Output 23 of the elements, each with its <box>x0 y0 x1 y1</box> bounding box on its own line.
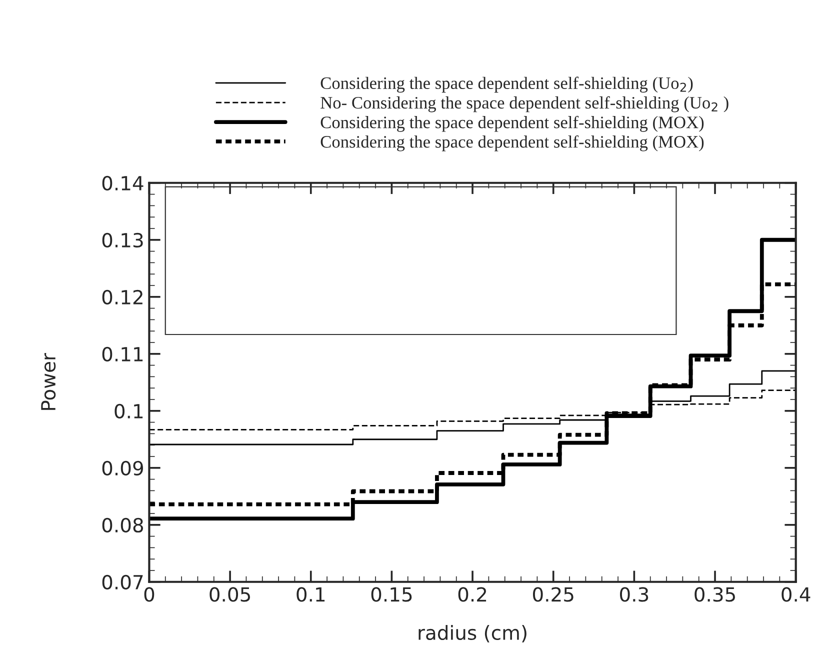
legend-label: No- Considering the space dependent self-shielding (Uo$_{2}$ ) <box>320 96 728 112</box>
y-tick-label: 0.08 <box>102 518 144 533</box>
x-tick-label: 0 <box>144 587 154 602</box>
x-tick-label: 0.25 <box>532 587 574 602</box>
x-tick-label: 0.35 <box>694 587 735 602</box>
y-tick-label: 0.09 <box>102 460 143 476</box>
x-tick-label: 0.15 <box>371 587 412 602</box>
x-tick-label: 0.4 <box>782 587 810 602</box>
legend-label: Considering the space dependent self-shielding (Uo$_{2}$) <box>320 76 693 93</box>
x-tick-label: 0.3 <box>620 587 648 602</box>
x-tick-label: 0.05 <box>210 587 250 602</box>
y-tick-label: 0.14 <box>102 176 144 191</box>
y-tick-label: 0.13 <box>102 232 143 248</box>
y-axis-title: Power <box>41 352 56 410</box>
legend-label: Considering the space dependent self-shielding (MOX) <box>320 116 704 132</box>
x-tick-label: 0.2 <box>458 587 486 602</box>
x-axis-title: radius (cm) <box>418 625 526 642</box>
legend-label: Considering the space dependent self-shielding (MOX) <box>320 135 704 152</box>
x-tick-label: 0.1 <box>296 587 325 602</box>
y-tick-label: 0.11 <box>102 346 143 362</box>
y-tick-label: 0.12 <box>102 290 142 305</box>
y-tick-label: 0.1 <box>114 404 143 419</box>
y-tick-label: 0.07 <box>102 574 143 590</box>
